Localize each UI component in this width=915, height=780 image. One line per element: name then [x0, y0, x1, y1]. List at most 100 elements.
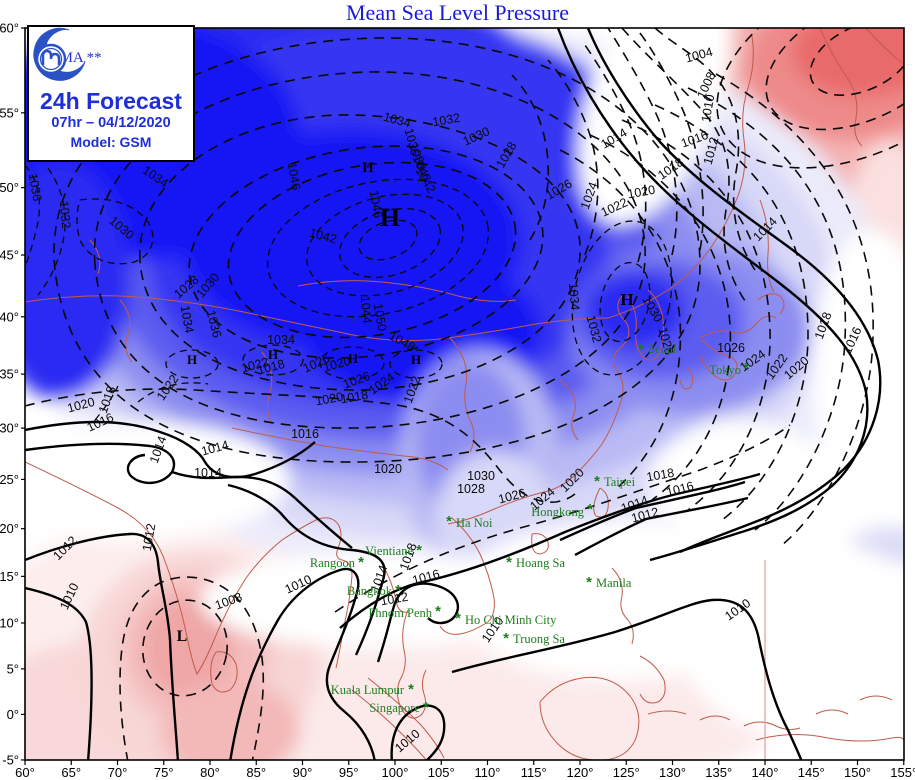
high-center-mark: H	[362, 160, 374, 176]
city-label: Kuala Lumpur	[331, 683, 405, 697]
isobar-value-label: 1046	[285, 161, 304, 191]
lon-tick-label: 65°	[61, 765, 81, 780]
lat-tick-label: 5°	[7, 661, 19, 676]
city-marker-icon: *	[638, 341, 644, 358]
high-center-mark: H	[187, 352, 197, 367]
high-center-mark: H	[348, 351, 358, 366]
isobar-value-label: 1030	[467, 469, 495, 483]
isobar-value-label: 1032	[431, 111, 461, 130]
isobar-value-label: 1020	[314, 390, 344, 409]
isobar-value-label: 1028	[457, 482, 485, 496]
lat-tick-label: 20°	[0, 521, 19, 536]
isobar-value-label: 1004	[684, 45, 715, 66]
isobar-value-label: 1012	[379, 590, 409, 609]
page-title: Mean Sea Level Pressure	[346, 0, 569, 25]
isobar-value-label: 1014	[200, 438, 231, 459]
city-label: Hongkong	[531, 505, 585, 519]
city-label: Ho Chi Minh City	[465, 613, 557, 627]
lon-tick-label: 125°	[613, 765, 640, 780]
city-label: Tokyo	[709, 363, 741, 377]
lat-tick-label: 50°	[0, 180, 19, 195]
forecast-range-label: 24h Forecast	[40, 88, 182, 114]
isobar-value-label: 1022	[240, 355, 271, 376]
city-marker-icon: *	[423, 699, 429, 716]
isobar-value-label: 1018	[645, 466, 675, 485]
high-center-mark: H	[620, 290, 633, 309]
city-label: Manila	[596, 576, 632, 590]
isobar-value-label: 1034	[178, 304, 197, 334]
isobar-value-label: 1034	[566, 282, 582, 311]
lon-tick-label: 120°	[567, 765, 594, 780]
lon-tick-label: 135°	[705, 765, 732, 780]
isobar-value-label: 1012	[701, 136, 722, 167]
isobar-value-label: 1016	[665, 479, 696, 500]
lon-tick-label: 70°	[108, 765, 128, 780]
isobar-value-label: 1016	[411, 567, 442, 588]
lon-tick-label: 95°	[339, 765, 359, 780]
lat-tick-label: 60°	[0, 21, 19, 36]
isobar-value-label: 1016	[291, 427, 319, 441]
lon-tick-label: 80°	[200, 765, 220, 780]
forecast-legend-box: ** JMA ** 24h Forecast 07hr – 04/12/2020…	[27, 25, 195, 162]
pressure-center-marks: H H H H H H H L	[177, 160, 634, 645]
isobar-value-label: 1044	[358, 295, 374, 324]
lat-tick-label: 0°	[7, 707, 19, 722]
city-label: Bangkok	[347, 584, 393, 598]
city-marker-icon: *	[395, 582, 401, 599]
city-marker-icon: *	[435, 603, 441, 620]
isobar-value-label: 1012	[630, 505, 661, 526]
isobar-value-label: 1010	[699, 93, 718, 123]
lat-tick-label: -5°	[2, 752, 19, 767]
city-label: Seoul	[648, 342, 677, 356]
lon-tick-label: 155°	[890, 765, 915, 780]
lon-tick-label: 90°	[293, 765, 313, 780]
city-marker-icon: *	[455, 610, 461, 627]
isobar-value-label: 1028	[656, 326, 677, 357]
lon-tick-label: 105°	[428, 765, 455, 780]
city-marker-icon: *	[358, 554, 364, 571]
lat-tick-label: 55°	[0, 105, 19, 120]
isobar-value-label: 1042	[308, 226, 339, 247]
model-label: Model: GSM	[70, 134, 152, 150]
high-center-mark: H	[268, 347, 278, 362]
isobar-contours	[25, 28, 904, 760]
axis-ticks: 60° 65° 70° 75° 80° 85° 90° 95° 100° 105° 110° 115°…	[0, 21, 915, 780]
isobar-value-label: 1018	[339, 388, 369, 407]
low-center-mark: L	[177, 628, 188, 645]
isobar-value-label: 1020	[374, 462, 402, 476]
city-marker-icon: *	[446, 513, 452, 530]
isobar-value-label: 1012	[140, 522, 159, 552]
city-marker-icon: *	[416, 542, 422, 559]
isobar-value-label: 1020	[626, 183, 656, 202]
map-frame	[24, 27, 905, 761]
city-marker-icon: *	[506, 554, 512, 571]
valid-time-label: 07hr – 04/12/2020	[51, 115, 171, 131]
city-marker-icon: *	[587, 501, 593, 518]
lat-tick-label: 40°	[0, 309, 19, 324]
lat-tick-label: 15°	[0, 569, 19, 584]
isobar-value-label: 1032	[584, 314, 605, 345]
lon-tick-label: 145°	[798, 765, 825, 780]
isobar-value-label: 1036	[402, 127, 423, 158]
lon-tick-label: 110°	[475, 765, 501, 780]
isobar-value-label: 1018	[256, 357, 287, 378]
high-center-mark: H	[380, 203, 400, 232]
isobar-value-label: 1014	[194, 466, 222, 480]
city-label: Rangoon	[310, 556, 356, 570]
city-labels: * Seoul*Tokyo* Taipei*Hongkong* Ha Noi* Hoan…	[310, 341, 749, 716]
lon-tick-label: 130°	[659, 765, 686, 780]
lon-tick-label: 100°	[382, 765, 409, 780]
city-marker-icon: *	[586, 574, 592, 591]
city-marker-icon: *	[503, 630, 509, 647]
isobar-value-label: 1032	[57, 200, 73, 229]
isobar-value-label: 1020	[322, 354, 353, 375]
city-marker-icon: *	[743, 360, 749, 377]
lat-tick-label: 10°	[0, 615, 19, 630]
city-label: Hoang Sa	[516, 556, 565, 570]
isobar-value-label: 1036	[204, 309, 225, 340]
isobar-value-label: 1050	[371, 302, 390, 332]
isobar-value-label: 1026	[717, 341, 745, 355]
isobar-value-label: 1034	[382, 110, 413, 131]
lat-tick-label: 30°	[0, 421, 19, 436]
